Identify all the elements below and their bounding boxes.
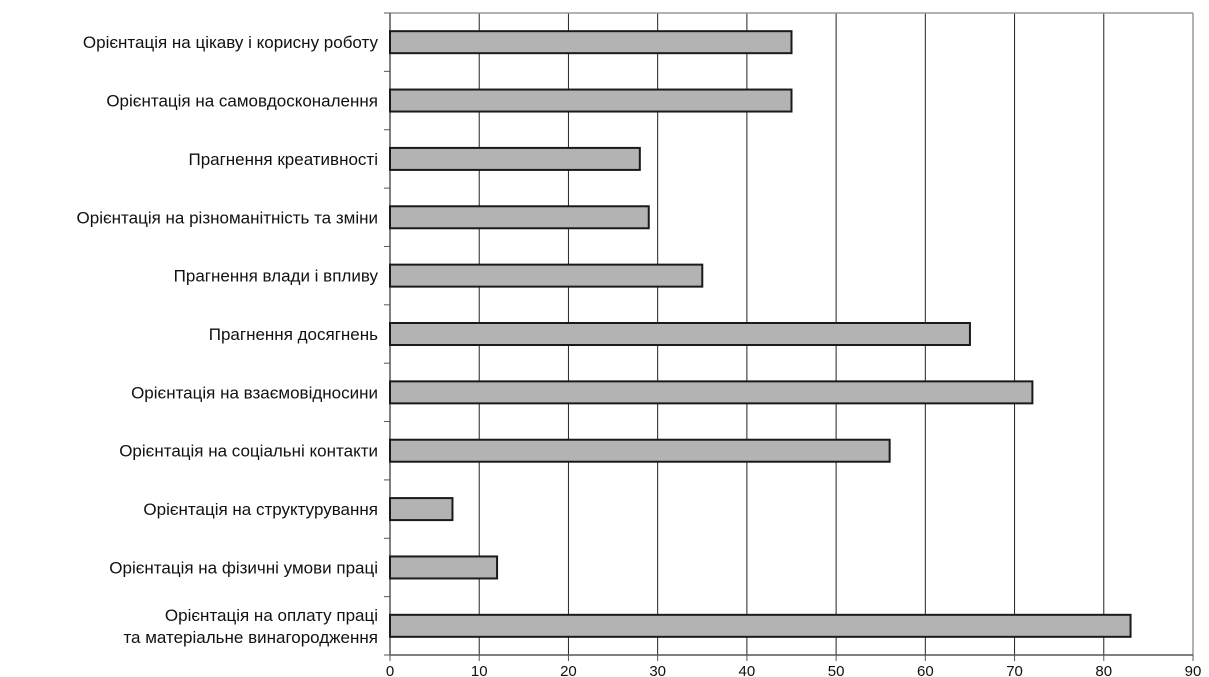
x-tick-label: 80	[1095, 663, 1112, 677]
x-tick-label: 20	[560, 663, 577, 677]
category-label-line: Прагнення креативності	[188, 150, 378, 169]
category-label: Прагнення влади і впливу	[174, 267, 379, 286]
category-label-line: Орієнтація на оплату праці	[165, 606, 378, 625]
category-label: Орієнтація на оплату праці та матеріальне…	[123, 606, 378, 647]
category-label: Орієнтація на цікаву і корисну роботу	[83, 33, 379, 52]
category-label: Орієнтація на взаємовідносини	[131, 383, 378, 402]
category-label-line: Прагнення досягнень	[209, 325, 378, 344]
category-label: Орієнтація на різноманітність та зміни	[77, 208, 378, 227]
category-label: Орієнтація на структурування	[143, 500, 378, 519]
bars	[389, 30, 1132, 638]
bar	[389, 438, 891, 463]
x-tick-label: 50	[828, 663, 845, 677]
category-label: Орієнтація на фізичні умови праці	[109, 558, 378, 577]
category-label-line: Орієнтація на самовдосконалення	[106, 92, 378, 111]
x-tick-label: 40	[739, 663, 756, 677]
category-label: Прагнення креативності	[188, 150, 378, 169]
bar	[389, 88, 793, 113]
category-label: Орієнтація на соціальні контакти	[119, 442, 378, 461]
bar	[389, 322, 971, 346]
category-label-line: Орієнтація на соціальні контакти	[119, 442, 378, 461]
x-tick-label: 10	[471, 663, 488, 677]
bar	[389, 263, 704, 288]
x-tick-label: 30	[649, 663, 666, 677]
x-tick-label: 90	[1185, 663, 1202, 677]
bar	[389, 497, 454, 522]
category-label-line: та матеріальне винагородження	[123, 628, 378, 647]
category-label-line: Орієнтація на фізичні умови праці	[109, 558, 378, 577]
bar	[389, 613, 1132, 638]
bar	[389, 555, 499, 580]
bar	[389, 30, 793, 55]
x-tick-label: 70	[1006, 663, 1023, 677]
bar	[389, 205, 650, 230]
category-label-line: Орієнтація на взаємовідносини	[131, 383, 378, 402]
category-label-line: Орієнтація на різноманітність та зміни	[77, 208, 378, 227]
category-labels: Орієнтація на цікаву і корисну роботу Орі…	[77, 33, 379, 647]
x-tick-label: 0	[386, 663, 394, 677]
bar	[389, 146, 641, 171]
x-tick-label: 60	[917, 663, 934, 677]
category-label-line: Прагнення влади і впливу	[174, 267, 379, 286]
category-label-line: Орієнтація на цікаву і корисну роботу	[83, 33, 379, 52]
plot-frame	[384, 12, 1194, 656]
category-label: Орієнтація на самовдосконалення	[106, 92, 378, 111]
category-label: Прагнення досягнень	[209, 325, 378, 344]
x-axis-ticks: 0 10 20 30 40 50 60 70 80 90	[386, 655, 1202, 677]
category-label-line: Орієнтація на структурування	[143, 500, 378, 519]
bar	[389, 380, 1034, 405]
